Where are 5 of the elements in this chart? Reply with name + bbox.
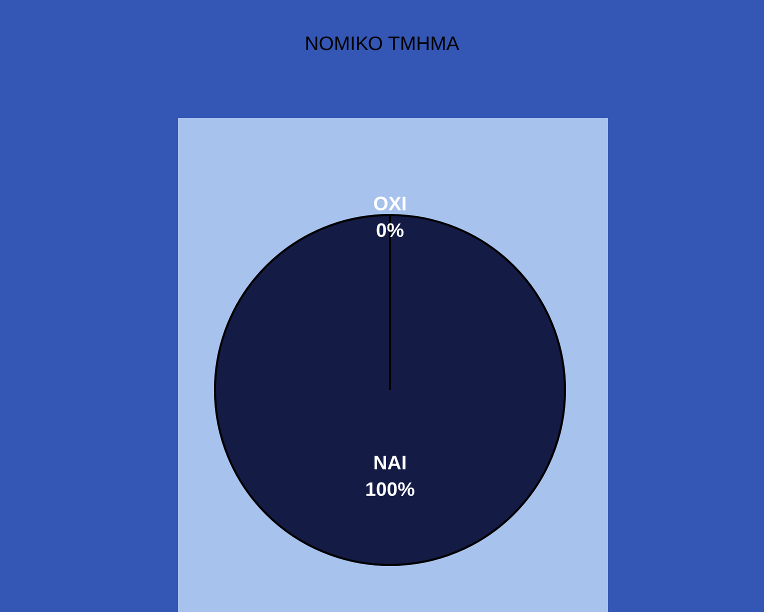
- category-label: ΟΧΙ: [374, 196, 406, 210]
- text: 0%: [376, 223, 404, 238]
- slice-label: ΝΑΙ: [374, 456, 406, 470]
- chart-title: ΝΟΜΙΚΟ ΤΜΗΜΑ: [306, 36, 460, 50]
- data-label: 100%: [366, 482, 414, 496]
